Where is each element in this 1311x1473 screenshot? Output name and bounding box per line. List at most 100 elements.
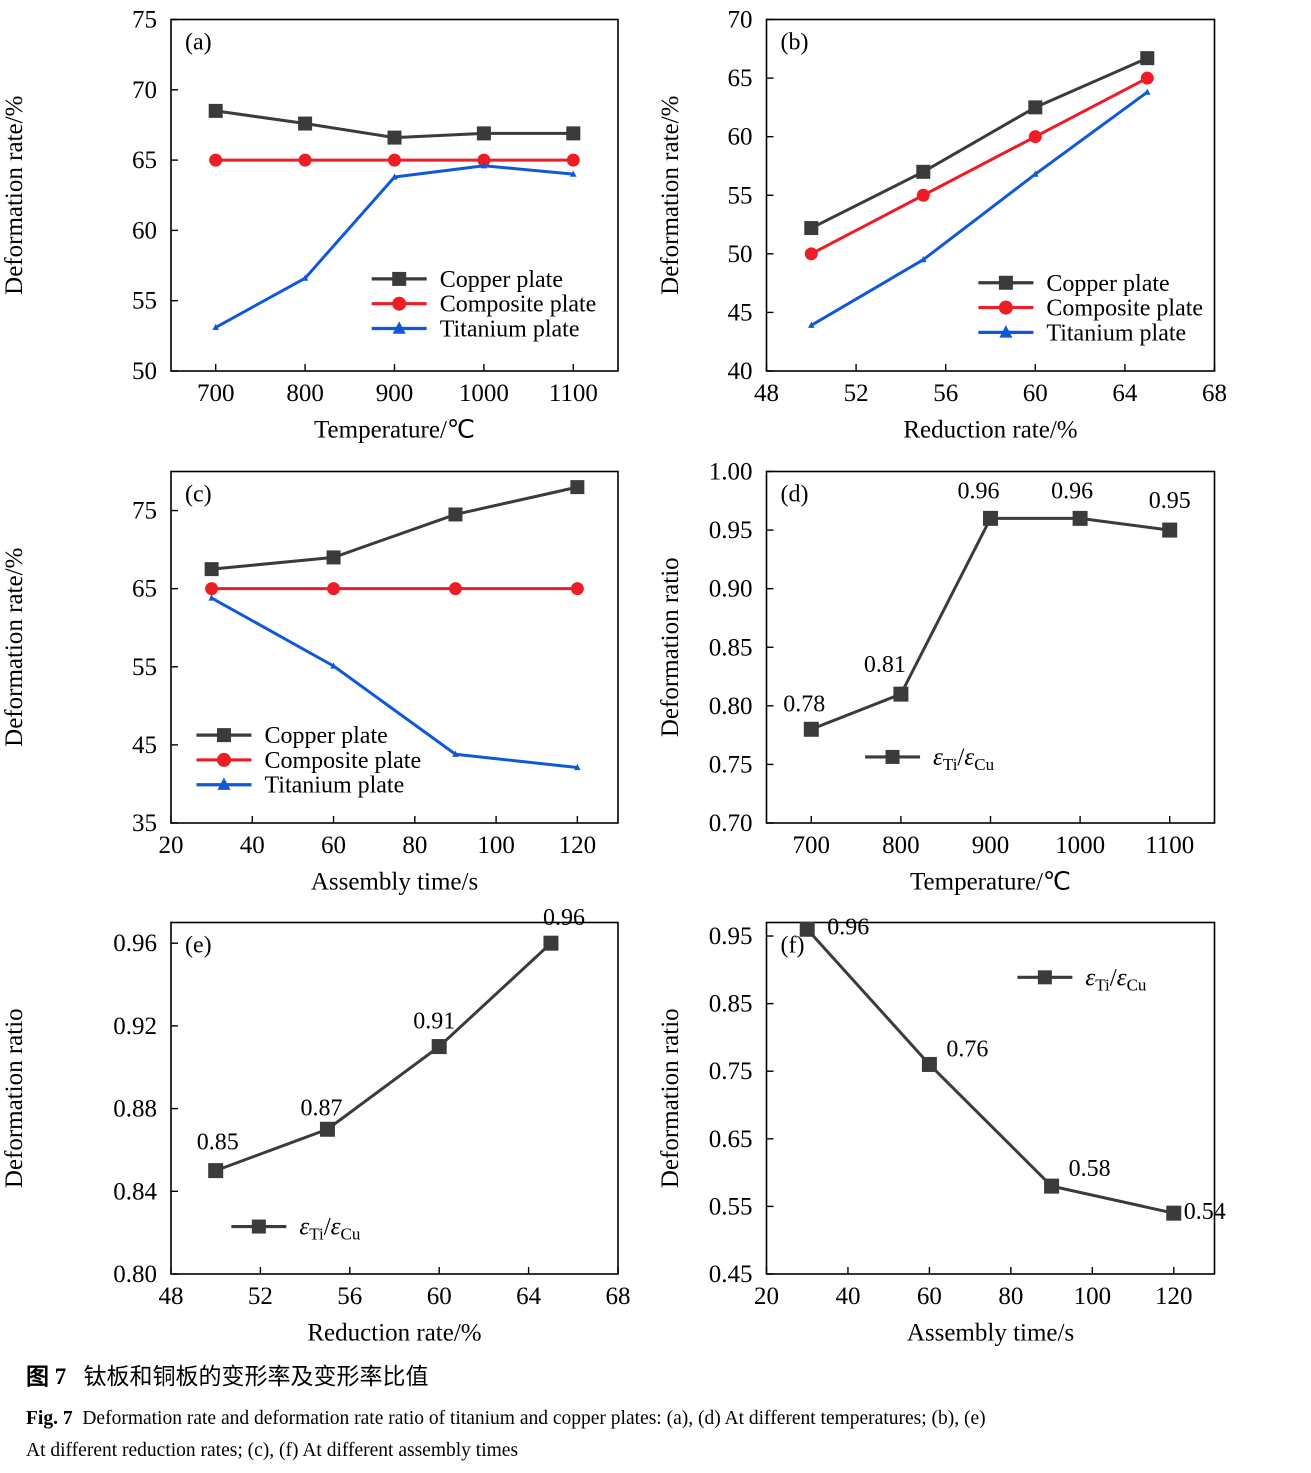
- svg-text:Deformation rate/%: Deformation rate/%: [657, 96, 684, 295]
- svg-text:0.78: 0.78: [783, 691, 825, 717]
- svg-text:Titanium plate: Titanium plate: [1046, 320, 1186, 346]
- svg-text:100: 100: [1073, 1283, 1111, 1310]
- svg-text:0.95: 0.95: [708, 923, 752, 950]
- svg-text:0.54: 0.54: [1183, 1199, 1225, 1225]
- svg-text:0.96: 0.96: [1051, 478, 1093, 504]
- svg-text:55: 55: [727, 182, 752, 209]
- svg-text:0.55: 0.55: [708, 1193, 752, 1220]
- svg-text:700: 700: [197, 380, 235, 407]
- svg-text:(b): (b): [780, 30, 808, 56]
- svg-text:Deformation rate/%: Deformation rate/%: [1, 547, 28, 746]
- svg-text:56: 56: [337, 1283, 362, 1310]
- svg-text:0.85: 0.85: [708, 991, 752, 1018]
- svg-text:60: 60: [321, 832, 346, 859]
- svg-text:(e): (e): [185, 933, 212, 959]
- svg-text:0.88: 0.88: [113, 1096, 157, 1123]
- svg-text:0.87: 0.87: [300, 1095, 342, 1121]
- svg-text:Deformation ratio: Deformation ratio: [657, 1008, 684, 1188]
- svg-text:50: 50: [132, 358, 157, 385]
- svg-text:35: 35: [132, 810, 157, 837]
- svg-text:20: 20: [754, 1283, 779, 1310]
- svg-text:800: 800: [286, 380, 324, 407]
- svg-text:Assembly time/s: Assembly time/s: [906, 1320, 1073, 1347]
- svg-text:0.70: 0.70: [708, 810, 752, 837]
- svg-text:Reduction rate/%: Reduction rate/%: [903, 417, 1077, 444]
- svg-text:55: 55: [132, 653, 157, 680]
- svg-text:0.91: 0.91: [413, 1009, 455, 1035]
- svg-text:70: 70: [727, 7, 752, 34]
- svg-text:65: 65: [727, 65, 752, 92]
- svg-text:700: 700: [792, 832, 830, 859]
- svg-text:0.58: 0.58: [1068, 1156, 1110, 1182]
- svg-text:120: 120: [559, 832, 597, 859]
- svg-text:0.96: 0.96: [543, 905, 585, 931]
- svg-text:0.81: 0.81: [863, 652, 905, 678]
- svg-text:1000: 1000: [459, 380, 509, 407]
- svg-text:0.84: 0.84: [113, 1178, 157, 1205]
- svg-text:64: 64: [1112, 380, 1138, 407]
- svg-text:0.95: 0.95: [708, 517, 752, 544]
- svg-text:Deformation rate/%: Deformation rate/%: [1, 96, 28, 295]
- svg-text:(c): (c): [185, 481, 212, 507]
- svg-text:900: 900: [971, 832, 1009, 859]
- svg-text:1100: 1100: [1145, 832, 1194, 859]
- svg-text:52: 52: [248, 1283, 273, 1310]
- svg-text:Titanium plate: Titanium plate: [440, 317, 580, 343]
- svg-text:0.45: 0.45: [708, 1261, 752, 1288]
- svg-text:(d): (d): [780, 481, 808, 507]
- svg-text:48: 48: [159, 1283, 184, 1310]
- svg-text:1.00: 1.00: [708, 458, 752, 485]
- svg-text:800: 800: [882, 832, 920, 859]
- svg-text:Temperature/℃: Temperature/℃: [314, 417, 475, 444]
- svg-text:20: 20: [159, 832, 184, 859]
- svg-text:52: 52: [843, 380, 868, 407]
- svg-text:0.96: 0.96: [827, 914, 869, 940]
- svg-text:75: 75: [132, 497, 157, 524]
- svg-text:0.65: 0.65: [708, 1126, 752, 1153]
- svg-text:40: 40: [240, 832, 265, 859]
- svg-text:40: 40: [835, 1283, 860, 1310]
- svg-text:0.92: 0.92: [113, 1013, 157, 1040]
- svg-text:0.75: 0.75: [708, 1058, 752, 1085]
- svg-text:45: 45: [132, 731, 157, 758]
- svg-text:Composite plate: Composite plate: [264, 747, 421, 773]
- svg-text:Composite plate: Composite plate: [1046, 296, 1203, 322]
- svg-text:80: 80: [998, 1283, 1023, 1310]
- svg-text:68: 68: [606, 1283, 631, 1310]
- svg-text:Assembly time/s: Assembly time/s: [311, 868, 478, 895]
- svg-text:68: 68: [1202, 380, 1227, 407]
- svg-text:900: 900: [376, 380, 414, 407]
- svg-text:75: 75: [132, 7, 157, 34]
- svg-text:0.96: 0.96: [113, 930, 157, 957]
- svg-text:0.85: 0.85: [197, 1130, 239, 1156]
- svg-text:80: 80: [402, 832, 427, 859]
- svg-text:Temperature/℃: Temperature/℃: [910, 868, 1071, 895]
- svg-text:Deformation ratio: Deformation ratio: [1, 1008, 28, 1188]
- svg-text:45: 45: [727, 299, 752, 326]
- svg-text:Composite plate: Composite plate: [440, 292, 597, 318]
- svg-text:0.85: 0.85: [708, 634, 752, 661]
- svg-text:55: 55: [132, 288, 157, 315]
- svg-text:1100: 1100: [549, 380, 598, 407]
- svg-text:60: 60: [427, 1283, 452, 1310]
- svg-text:50: 50: [727, 241, 752, 268]
- svg-text:64: 64: [516, 1283, 542, 1310]
- svg-text:0.95: 0.95: [1148, 488, 1190, 514]
- svg-text:Reduction rate/%: Reduction rate/%: [307, 1320, 481, 1347]
- svg-text:70: 70: [132, 77, 157, 104]
- svg-text:40: 40: [727, 358, 752, 385]
- svg-text:60: 60: [1022, 380, 1047, 407]
- svg-text:100: 100: [477, 832, 515, 859]
- svg-text:48: 48: [754, 380, 779, 407]
- svg-text:Copper plate: Copper plate: [440, 267, 563, 293]
- svg-text:0.76: 0.76: [946, 1036, 988, 1062]
- svg-text:1000: 1000: [1055, 832, 1105, 859]
- svg-text:0.75: 0.75: [708, 751, 752, 778]
- svg-text:60: 60: [132, 217, 157, 244]
- svg-text:120: 120: [1155, 1283, 1193, 1310]
- svg-text:56: 56: [933, 380, 958, 407]
- svg-text:Titanium plate: Titanium plate: [264, 772, 404, 798]
- svg-text:0.90: 0.90: [708, 575, 752, 602]
- svg-text:(a): (a): [185, 30, 212, 56]
- svg-text:65: 65: [132, 147, 157, 174]
